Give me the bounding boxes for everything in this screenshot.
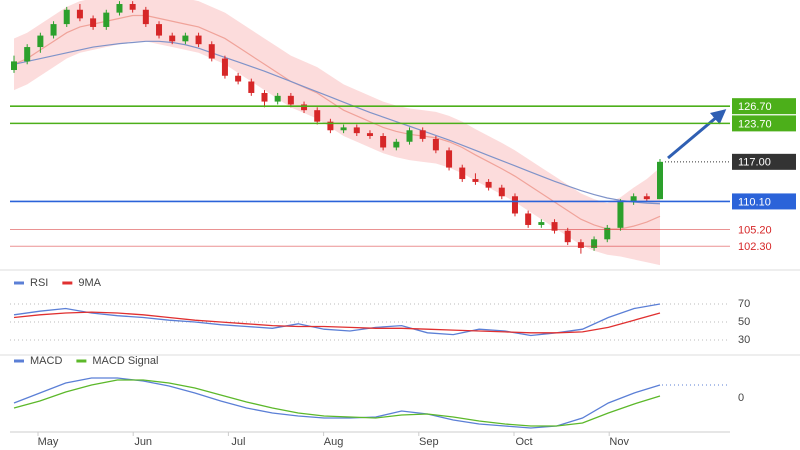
candle-body [340, 127, 347, 131]
legend-label: RSI [30, 277, 48, 289]
candle-body [577, 242, 584, 248]
candle-body [116, 4, 123, 13]
candle-body [366, 133, 373, 137]
candle-body [76, 9, 83, 19]
level-label: 110.10 [738, 196, 771, 208]
candle-body [459, 167, 466, 180]
candle-body [182, 35, 189, 42]
candle-body [103, 12, 110, 27]
candle-body [90, 18, 97, 27]
candle-body [617, 202, 624, 228]
candle-body [446, 150, 453, 168]
candle-body [657, 161, 663, 200]
legend-label: 9MA [78, 277, 101, 289]
y-tick-label: 70 [738, 298, 750, 310]
candle-body [643, 196, 650, 200]
candle-body [142, 9, 149, 25]
y-tick-label: 50 [738, 316, 750, 328]
x-tick-label: Nov [609, 436, 629, 448]
candle-body [419, 130, 426, 139]
indicator-line [13, 303, 661, 337]
candle-body [630, 196, 637, 203]
legend-label: MACD Signal [92, 355, 158, 367]
candle-body [406, 130, 413, 142]
candle-body [353, 127, 360, 134]
candle-body [208, 44, 215, 59]
indicator-line [13, 377, 661, 429]
candle-body [472, 179, 479, 182]
level-label-box [732, 98, 796, 115]
candle-body [156, 24, 163, 36]
candle-body [24, 47, 31, 62]
x-tick-label: Oct [515, 436, 532, 448]
candle-body [169, 35, 176, 42]
candle-body [485, 181, 492, 188]
x-tick-label: Jun [134, 436, 152, 448]
level-label: 105.20 [738, 224, 772, 236]
candle-body [327, 121, 334, 131]
candle-body [37, 35, 44, 48]
candle-body [235, 75, 242, 82]
candle-body [129, 4, 136, 10]
candle-body [301, 104, 308, 111]
indicator-line [13, 379, 661, 427]
price-panel [11, 0, 663, 266]
candle-body [11, 61, 17, 71]
candle-body [380, 136, 387, 148]
level-label: 102.30 [738, 241, 772, 253]
level-label: 123.70 [738, 118, 772, 130]
candle-body [432, 138, 439, 151]
y-tick-label: 30 [738, 334, 750, 346]
candle-body [261, 92, 268, 102]
candle-body [50, 24, 57, 36]
level-label-box [732, 153, 796, 170]
candle-body [511, 196, 518, 214]
candle-body [221, 58, 228, 76]
level-label-box [732, 193, 796, 210]
x-tick-label: Aug [324, 436, 344, 448]
legend-label: MACD [30, 355, 62, 367]
x-tick-label: Sep [419, 436, 439, 448]
candle-body [314, 110, 321, 122]
candle-body [498, 187, 505, 197]
candle-body [591, 239, 598, 248]
level-label-box [732, 115, 796, 132]
candle-body [525, 213, 532, 225]
candle-body [551, 222, 558, 231]
moving-average [13, 40, 661, 205]
candle-body [287, 95, 294, 105]
level-label: 126.70 [738, 101, 772, 113]
candle-body [393, 141, 400, 148]
candle-body [63, 9, 70, 25]
x-tick-label: May [38, 436, 59, 448]
indicator-line [13, 311, 661, 334]
bollinger-band [14, 0, 660, 266]
level-label: 117.00 [738, 157, 771, 169]
candle-body [564, 230, 571, 243]
x-tick-label: Jul [231, 436, 245, 448]
candle-body [248, 81, 255, 93]
candle-body [538, 222, 545, 225]
candle-body [604, 227, 611, 240]
candle-body [274, 95, 281, 102]
candle-body [195, 35, 202, 45]
y-tick-label: 0 [738, 392, 744, 404]
target-arrow [667, 109, 727, 160]
